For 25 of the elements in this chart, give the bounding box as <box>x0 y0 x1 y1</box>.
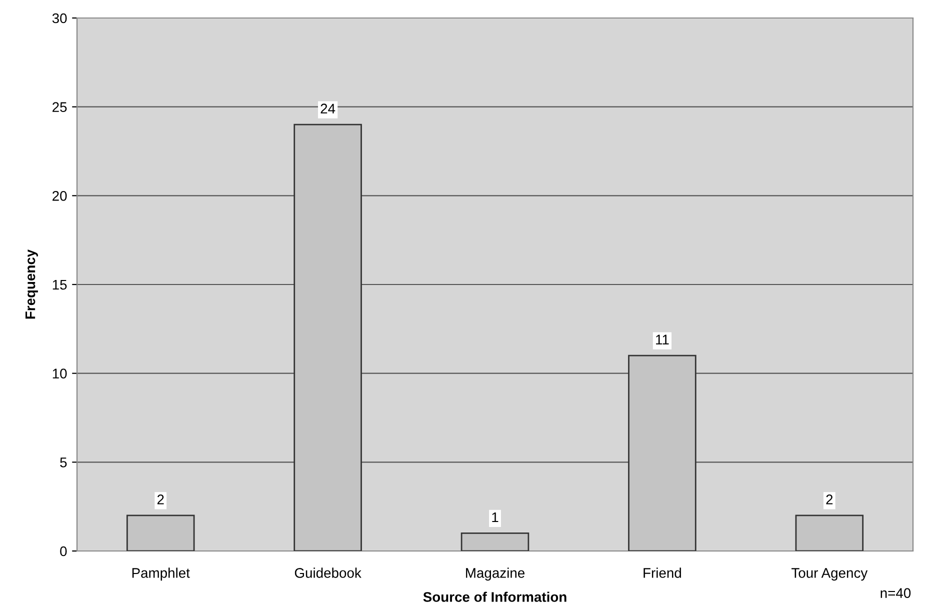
data-label: 2 <box>826 494 833 504</box>
data-label: 2 <box>157 494 164 504</box>
y-tick-label: 5 <box>60 458 67 468</box>
bar <box>126 514 195 551</box>
x-tick-label: Tour Agency <box>792 568 868 581</box>
y-axis-title: Frequency <box>26 249 38 319</box>
text: n=40 <box>880 588 911 598</box>
y-tick-label: 15 <box>52 280 67 290</box>
data-label: 11 <box>656 334 669 344</box>
bar <box>795 514 864 551</box>
y-tick-label: 30 <box>52 13 67 24</box>
bar <box>628 354 696 551</box>
y-tick-label: 0 <box>60 546 67 556</box>
x-tick-label: Friend <box>644 568 681 578</box>
data-label: 24 <box>320 104 336 114</box>
x-tick-label: Pamphlet <box>132 568 190 581</box>
data-label: 1 <box>492 512 498 522</box>
y-tick-label: 25 <box>52 102 67 112</box>
x-tick-label: Guidebook <box>294 568 362 578</box>
bar <box>294 124 362 551</box>
bar <box>460 532 530 551</box>
x-tick-label: Magazine <box>466 568 524 581</box>
y-tick-label: 20 <box>52 191 67 201</box>
x-axis-title: Source of Information <box>423 592 566 602</box>
y-tick-label: 10 <box>52 368 67 379</box>
